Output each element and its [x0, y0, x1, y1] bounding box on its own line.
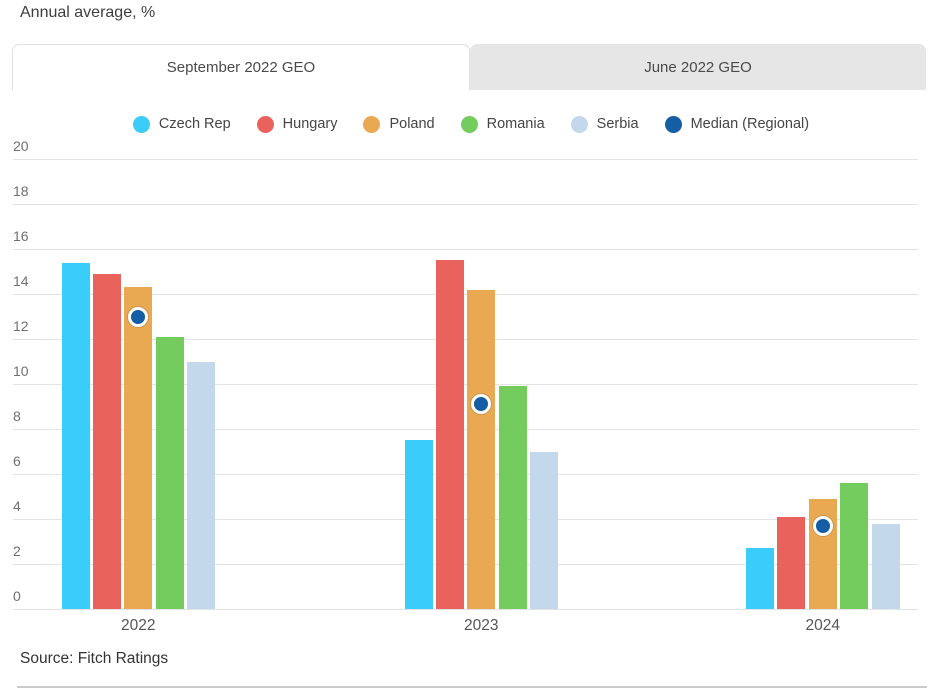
gridline-12 [13, 339, 918, 340]
bar-romania-2024[interactable] [840, 483, 869, 609]
y-tick-label-16: 16 [13, 228, 29, 244]
y-tick-label-20: 20 [13, 138, 29, 154]
median-point-2024[interactable] [812, 515, 833, 536]
chart-title: Annual average, % [20, 4, 156, 21]
legend-swatch-median-regional [664, 115, 682, 133]
tab-label: June 2022 GEO [644, 58, 752, 76]
tab-september-2022-geo[interactable]: September 2022 GEO [12, 44, 470, 90]
legend-swatch-romania [460, 115, 478, 133]
x-axis-label-2022: 2022 [121, 617, 156, 634]
gridline-2 [13, 564, 918, 565]
tab-label: September 2022 GEO [166, 59, 316, 76]
bar-serbia-2023[interactable] [530, 451, 559, 609]
legend-item-median-regional[interactable]: Median (Regional) [664, 115, 810, 133]
tab-june-2022-geo[interactable]: June 2022 GEO [470, 44, 926, 90]
legend-label: Median (Regional) [690, 116, 810, 132]
gridline-8 [13, 429, 918, 430]
gridline-0 [13, 609, 918, 610]
legend-swatch-serbia [570, 115, 588, 133]
legend-label: Czech Rep [158, 116, 231, 132]
y-tick-label-6: 6 [13, 453, 21, 469]
bar-czech-rep-2024[interactable] [746, 548, 774, 609]
gridline-4 [13, 519, 918, 520]
y-tick-label-12: 12 [13, 318, 29, 334]
median-point-2022[interactable] [128, 306, 149, 327]
bar-romania-2022[interactable] [155, 336, 184, 609]
gridline-18 [13, 204, 918, 205]
y-tick-label-2: 2 [13, 543, 21, 559]
legend: Czech Rep Hungary Poland Romania Serbia Media… [0, 110, 942, 138]
legend-label: Hungary [282, 116, 338, 132]
x-axis-label-2024: 2024 [805, 617, 841, 634]
legend-label: Serbia [596, 116, 639, 132]
y-tick-label-10: 10 [13, 363, 29, 379]
y-tick-label-4: 4 [13, 498, 21, 514]
source-text: Source: Fitch Ratings [20, 650, 169, 667]
bar-czech-rep-2022[interactable] [61, 262, 90, 609]
bar-hungary-2024[interactable] [777, 516, 806, 609]
bar-serbia-2022[interactable] [187, 361, 216, 609]
legend-item-poland[interactable]: Poland [363, 115, 435, 133]
bar-romania-2023[interactable] [498, 386, 527, 609]
gridline-6 [13, 474, 918, 475]
bar-poland-2023[interactable] [467, 289, 496, 609]
legend-item-hungary[interactable]: Hungary [256, 115, 338, 133]
bar-hungary-2023[interactable] [435, 260, 464, 609]
bar-serbia-2024[interactable] [871, 523, 900, 609]
legend-label: Romania [486, 116, 545, 132]
y-tick-label-0: 0 [13, 588, 21, 604]
legend-swatch-hungary [256, 115, 274, 133]
median-point-2023[interactable] [471, 394, 492, 415]
bar-hungary-2022[interactable] [92, 273, 121, 609]
y-tick-label-18: 18 [13, 183, 29, 199]
y-tick-label-8: 8 [13, 408, 21, 424]
legend-item-serbia[interactable]: Serbia [570, 115, 639, 133]
gridline-16 [13, 249, 918, 250]
x-axis-label-2023: 2023 [464, 617, 499, 634]
gridline-14 [13, 294, 918, 295]
legend-swatch-czech-rep [132, 115, 150, 133]
legend-label: Poland [389, 116, 435, 132]
legend-item-romania[interactable]: Romania [460, 115, 545, 133]
bar-poland-2022[interactable] [124, 287, 153, 609]
gridline-20 [13, 159, 918, 160]
bottom-divider [17, 686, 927, 688]
y-tick-label-14: 14 [13, 273, 29, 289]
gridline-10 [13, 384, 918, 385]
legend-item-czech-rep[interactable]: Czech Rep [132, 115, 231, 133]
legend-swatch-poland [363, 115, 381, 133]
bar-czech-rep-2023[interactable] [404, 440, 433, 609]
tab-bar: September 2022 GEO June 2022 GEO [12, 44, 926, 90]
